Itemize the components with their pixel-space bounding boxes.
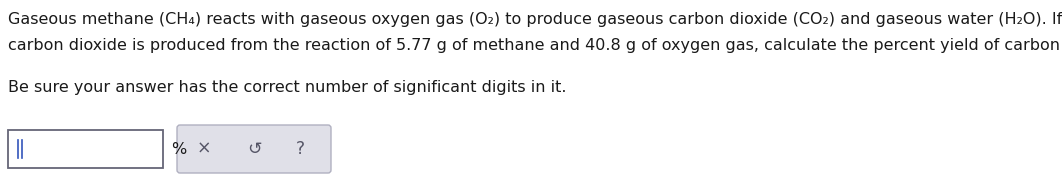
Text: Gaseous methane (CH₄) reacts with gaseous oxygen gas (O₂) to produce gaseous car: Gaseous methane (CH₄) reacts with gaseou… [8,12,1062,27]
Text: Be sure your answer has the correct number of significant digits in it.: Be sure your answer has the correct numb… [8,80,566,95]
Text: ↺: ↺ [246,140,261,158]
FancyBboxPatch shape [177,125,331,173]
Text: carbon dioxide is produced from the reaction of 5.77 g of methane and 40.8 g of : carbon dioxide is produced from the reac… [8,38,1062,53]
FancyBboxPatch shape [8,130,162,168]
Text: ×: × [196,140,211,158]
Text: ?: ? [295,140,305,158]
Text: %: % [171,142,186,157]
